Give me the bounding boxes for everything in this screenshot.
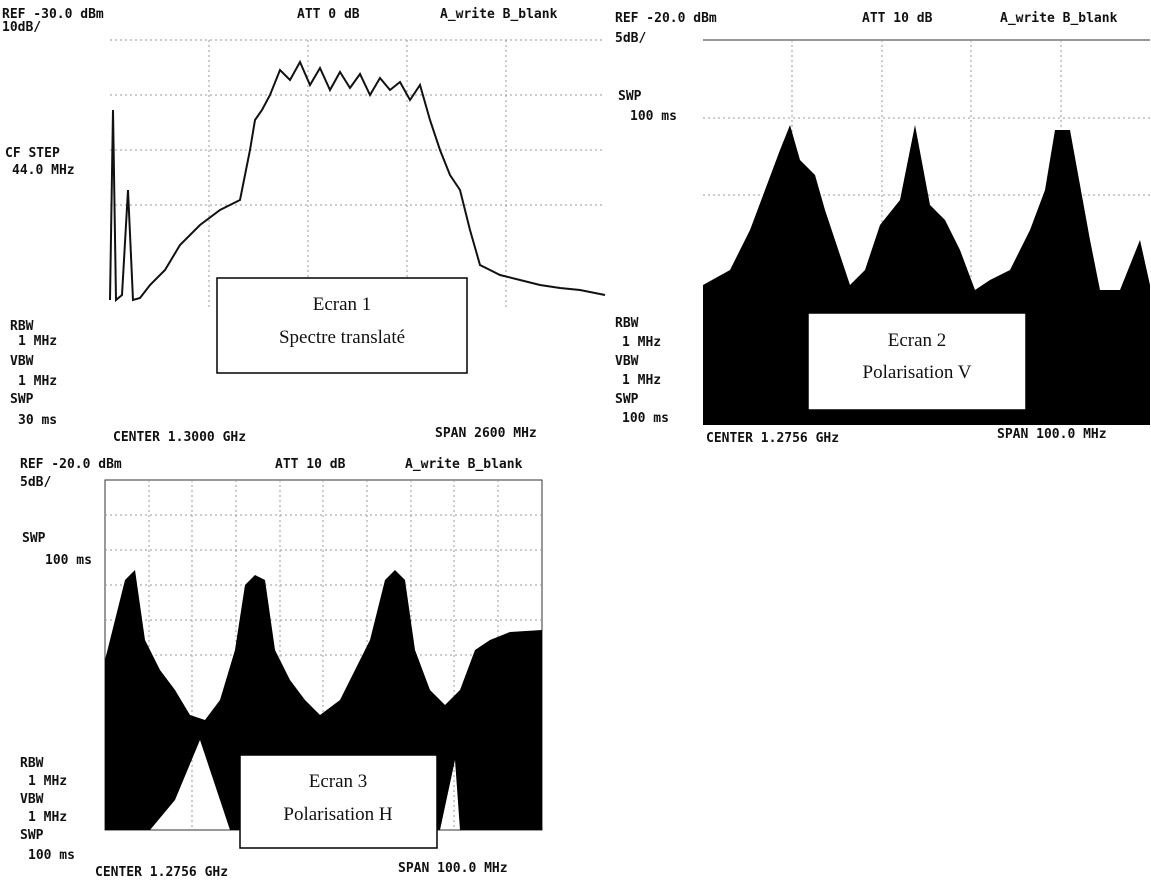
- side-label: RBW: [615, 316, 639, 331]
- side-label: CF STEP: [5, 146, 60, 161]
- caption: Ecran 1: [313, 294, 372, 315]
- screen-3: REF -20.0 dBm 5dB/ ATT 10 dB A_write B_b…: [20, 457, 543, 880]
- caption: Polarisation V: [863, 362, 972, 383]
- side-label: SWP: [618, 89, 642, 104]
- side-label: 100 ms: [28, 848, 75, 863]
- caption-box: [807, 312, 1027, 411]
- caption: Ecran 2: [888, 330, 947, 351]
- caption: Ecran 3: [309, 771, 368, 792]
- side-label: 44.0 MHz: [12, 163, 75, 178]
- caption-box: [239, 754, 438, 849]
- side-label: VBW: [10, 354, 34, 369]
- side-label: 1 MHz: [18, 334, 57, 349]
- center-freq: CENTER 1.2756 GHz: [95, 865, 228, 880]
- side-label: 1 MHz: [622, 373, 661, 388]
- ref-level: REF -20.0 dBm: [615, 11, 717, 26]
- span: SPAN 100.0 MHz: [997, 427, 1107, 442]
- trace-mode: A_write B_blank: [1000, 11, 1118, 26]
- side-label: 1 MHz: [28, 774, 67, 789]
- caption: Polarisation H: [283, 804, 393, 825]
- span: SPAN 100.0 MHz: [398, 861, 508, 876]
- side-label: 100 ms: [630, 109, 677, 124]
- center-freq: CENTER 1.2756 GHz: [706, 431, 839, 446]
- trace-mode: A_write B_blank: [405, 457, 523, 472]
- side-label: 1 MHz: [622, 335, 661, 350]
- attenuation: ATT 10 dB: [862, 11, 933, 26]
- side-label: VBW: [20, 792, 44, 807]
- side-label: 30 ms: [18, 413, 57, 428]
- side-label: RBW: [20, 756, 44, 771]
- side-label: 100 ms: [45, 553, 92, 568]
- grid: [110, 39, 605, 310]
- attenuation: ATT 10 dB: [275, 457, 346, 472]
- side-label: SWP: [20, 828, 44, 843]
- trace-mode: A_write B_blank: [440, 7, 558, 22]
- side-label: 1 MHz: [28, 810, 67, 825]
- screen-1: REF -30.0 dBm 10dB/ ATT 0 dB A_write B_b…: [2, 7, 606, 445]
- side-label: SWP: [615, 392, 639, 407]
- side-label: 100 ms: [622, 411, 669, 426]
- screen-2: REF -20.0 dBm 5dB/ ATT 10 dB A_write B_b…: [615, 11, 1150, 446]
- center-freq: CENTER 1.3000 GHz: [113, 430, 246, 445]
- scale: 5dB/: [615, 31, 646, 46]
- caption-box: [216, 277, 468, 374]
- trace: [109, 59, 606, 303]
- caption: Spectre translaté: [279, 327, 405, 348]
- side-label: SWP: [10, 392, 34, 407]
- side-label: 1 MHz: [18, 374, 57, 389]
- ref-level: REF -20.0 dBm: [20, 457, 122, 472]
- ref-level: REF -30.0 dBm: [2, 7, 104, 22]
- attenuation: ATT 0 dB: [297, 7, 360, 22]
- span: SPAN 2600 MHz: [435, 426, 537, 441]
- side-label: SWP: [22, 531, 46, 546]
- scale: 10dB/: [2, 20, 41, 35]
- scale: 5dB/: [20, 475, 51, 490]
- side-label: RBW: [10, 319, 34, 334]
- side-label: VBW: [615, 354, 639, 369]
